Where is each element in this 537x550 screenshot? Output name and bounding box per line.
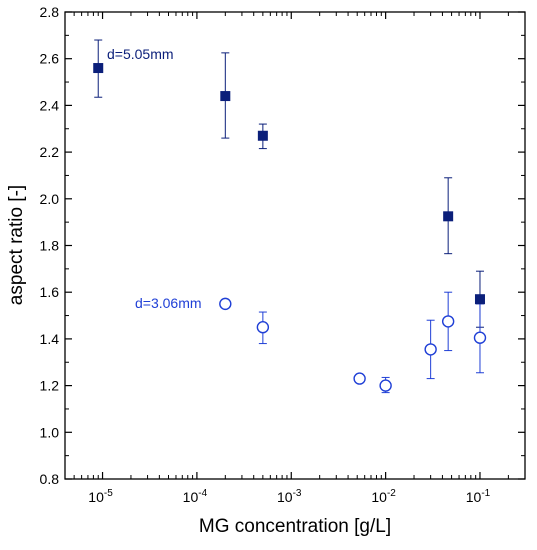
y-tick-label: 1.2 <box>40 378 60 394</box>
data-point-square <box>443 211 454 222</box>
y-tick-label: 0.8 <box>40 471 60 487</box>
data-point-circle <box>256 321 270 334</box>
y-axis-title: aspect ratio [-] <box>6 185 27 305</box>
series-annotation-large: d=5.05mm <box>107 46 174 62</box>
x-tick-label: 10-3 <box>277 488 302 505</box>
x-tick-label: 10-5 <box>88 488 113 505</box>
data-point-circle <box>353 372 366 385</box>
y-tick-label: 2.4 <box>40 97 60 113</box>
plot-frame <box>64 11 526 480</box>
data-point-circle <box>441 315 455 328</box>
data-point-square <box>93 63 104 74</box>
y-tick-label: 1.6 <box>40 284 60 300</box>
x-tick-label: 10-4 <box>183 488 208 505</box>
x-axis-title: MG concentration [g/L] <box>199 516 391 537</box>
y-tick-label: 2.0 <box>40 191 60 207</box>
y-tick-label: 1.4 <box>40 331 60 347</box>
axis-ticks <box>64 11 525 480</box>
data-point-circle <box>424 343 437 356</box>
x-tick-label: 10-2 <box>371 488 396 505</box>
data-point-circle <box>473 331 487 344</box>
tick-labels: 0.8 1.0 1.2 1.4 1.6 1.8 2.0 2.2 2.4 2.6 2.8 10-5 10-… <box>40 4 491 505</box>
y-tick-label: 1.8 <box>40 238 60 254</box>
data-point-circle <box>219 297 232 311</box>
data-point-square <box>474 294 485 305</box>
error-bars <box>94 39 484 394</box>
data-point-square <box>257 130 268 141</box>
data-points <box>93 63 487 392</box>
y-tick-label: 2.8 <box>40 4 60 20</box>
data-point-circle <box>379 379 392 392</box>
y-tick-label: 2.2 <box>40 144 60 160</box>
y-tick-label: 2.6 <box>40 51 60 67</box>
x-tick-label: 10-1 <box>466 488 491 505</box>
series-annotation-small: d=3.06mm <box>135 295 202 311</box>
data-point-square <box>220 91 231 102</box>
y-tick-label: 1.0 <box>40 424 60 440</box>
